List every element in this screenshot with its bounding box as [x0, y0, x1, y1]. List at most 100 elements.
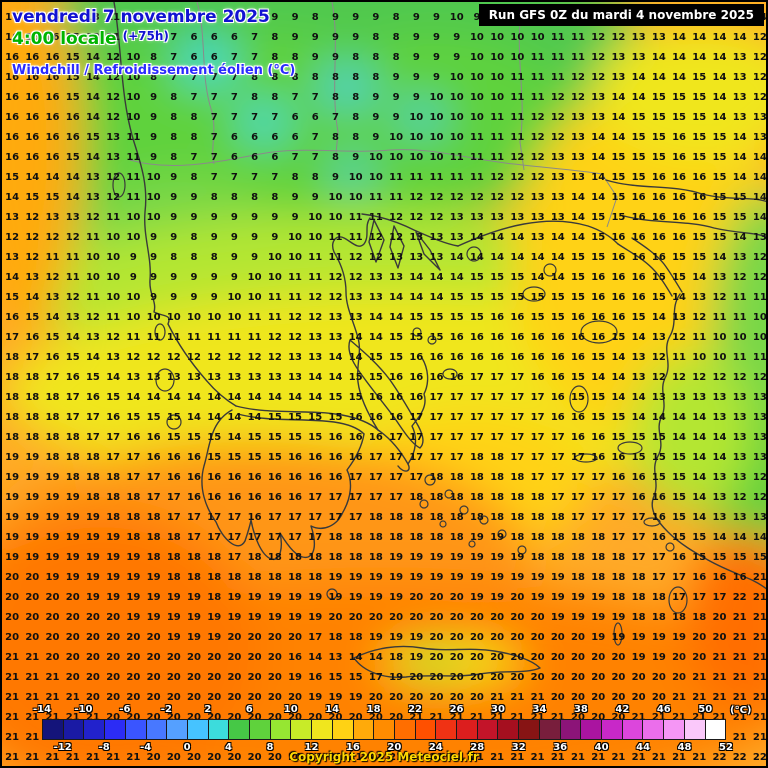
temp-value: 8	[210, 192, 218, 203]
temp-value: 9	[230, 232, 238, 243]
temp-value: 17	[146, 472, 161, 483]
temp-value: 19	[348, 692, 363, 703]
temp-value: 8	[331, 132, 339, 143]
temp-value: 15	[247, 452, 262, 463]
temp-value: 10	[449, 92, 464, 103]
temp-value: 16	[25, 72, 40, 83]
temp-value: 10	[469, 72, 484, 83]
temp-value: 20	[247, 632, 262, 643]
temp-value: 12	[530, 112, 545, 123]
temp-value: 15	[651, 112, 666, 123]
temp-value: 10	[389, 152, 404, 163]
temp-value: 14	[712, 432, 727, 443]
temp-value: 9	[453, 52, 461, 63]
temp-value: 10	[409, 132, 424, 143]
temp-value: 11	[510, 132, 525, 143]
temp-value: 7	[271, 172, 279, 183]
temp-value: 12	[752, 472, 767, 483]
temp-value: 21	[126, 752, 141, 763]
temp-value: 15	[672, 272, 686, 283]
temp-value: 16	[187, 492, 201, 503]
temp-value: 21	[469, 712, 484, 723]
temp-value: 21	[490, 692, 505, 703]
temp-value: 14	[308, 392, 323, 403]
temp-value: 17	[591, 472, 606, 483]
temp-value: 11	[126, 152, 141, 163]
temp-value: 19	[146, 612, 161, 623]
temp-value: 10	[227, 312, 242, 323]
temp-value: 16	[25, 32, 40, 43]
temp-value: 19	[288, 672, 302, 683]
temp-value: 10	[106, 292, 121, 303]
temp-value: 13	[732, 432, 747, 443]
temp-value: 5	[210, 12, 218, 23]
temp-value: 16	[490, 312, 505, 323]
temp-value: 9	[170, 272, 178, 283]
temp-value: 9	[251, 212, 259, 223]
temp-value: 19	[227, 612, 242, 623]
temp-value: 10	[409, 152, 424, 163]
temp-value: 12	[146, 352, 161, 363]
temp-value: 16	[328, 432, 343, 443]
temp-value: 14	[469, 252, 484, 263]
temp-value: 17	[166, 492, 181, 503]
temp-value: 12	[207, 352, 222, 363]
temp-value: 17	[651, 552, 666, 563]
temp-value: 18	[530, 492, 545, 503]
temp-value: 13	[752, 112, 767, 123]
scale-label: 6	[245, 704, 253, 715]
temp-value: 7	[271, 112, 279, 123]
temp-value: 7	[230, 172, 238, 183]
temp-value: 15	[449, 312, 464, 323]
temp-value: 17	[267, 512, 282, 523]
temp-value: 17	[550, 492, 565, 503]
temp-value: 15	[611, 332, 626, 343]
temp-value: 19	[187, 612, 201, 623]
temp-value: 13	[368, 292, 383, 303]
temp-value: 14	[631, 72, 646, 83]
temp-value: 8	[190, 112, 198, 123]
temp-value: 17	[571, 492, 585, 503]
temp-value: 13	[308, 352, 323, 363]
temp-value: 17	[368, 452, 383, 463]
temp-value: 14	[227, 412, 242, 423]
temp-value: 13	[449, 232, 464, 243]
temp-value: 20	[692, 652, 707, 663]
temp-value: 18	[227, 572, 242, 583]
temp-value: 16	[611, 452, 626, 463]
temp-value: 14	[85, 72, 100, 83]
temp-value: 14	[651, 52, 666, 63]
temp-value: 20	[631, 672, 646, 683]
temp-value: 20	[207, 752, 222, 763]
temp-value: 10	[126, 92, 141, 103]
temp-value: 20	[288, 632, 302, 643]
temp-value: 13	[752, 392, 767, 403]
temp-value: 20	[429, 692, 444, 703]
temp-value: 15	[65, 12, 80, 23]
temp-value: 21	[692, 712, 707, 723]
temp-value: 20	[85, 652, 100, 663]
temp-value: 12	[449, 192, 464, 203]
temp-value: 15	[187, 432, 201, 443]
temp-value: 16	[368, 412, 383, 423]
temp-value: 15	[429, 332, 444, 343]
temp-value: 21	[692, 752, 707, 763]
temp-value: 18	[389, 512, 404, 523]
temp-value: 15	[712, 212, 727, 223]
temp-value: 11	[368, 212, 383, 223]
temp-row: 16 16 16 15 13 11 9 8 7 6 6 6 7 8 9 9 9 9 8 8 9 9 9 10 10 10 10 11 1…	[2, 28, 767, 48]
temp-value: 14	[550, 252, 565, 263]
temp-value: 14	[308, 652, 323, 663]
temp-value: 16	[409, 372, 424, 383]
temp-value: 14	[692, 272, 707, 283]
temp-value: 21	[106, 752, 121, 763]
title-block: vendredi 7 novembre 2025 4:00 locale (+75…	[12, 7, 295, 78]
temp-value: 14	[611, 392, 626, 403]
temp-value: 15	[692, 112, 707, 123]
temp-value: 12	[752, 32, 767, 43]
temp-value: 9	[129, 272, 137, 283]
temp-value: 9	[372, 92, 380, 103]
temp-value: 18	[187, 572, 201, 583]
temp-value: 16	[550, 392, 565, 403]
temp-value: 21	[732, 672, 747, 683]
